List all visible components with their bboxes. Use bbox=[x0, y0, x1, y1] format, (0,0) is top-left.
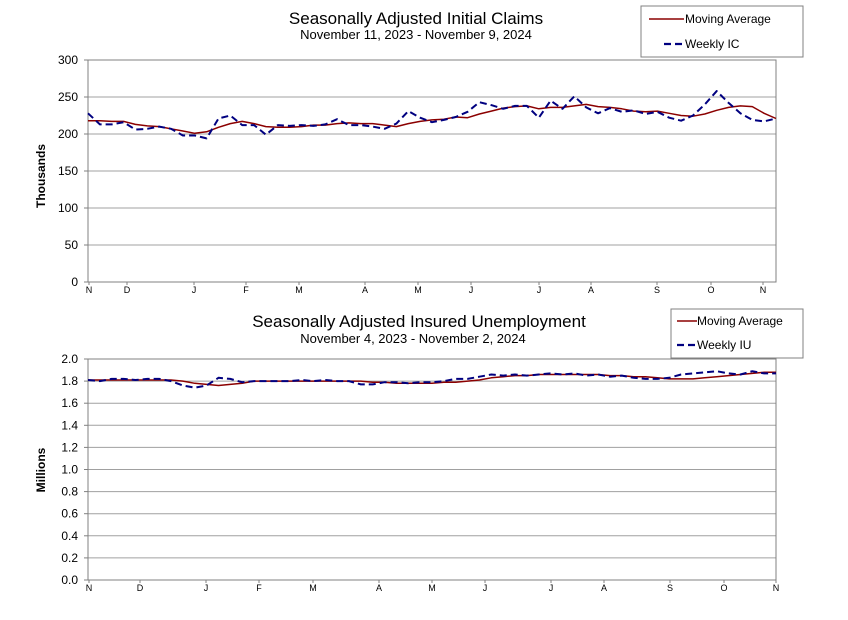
chart2-plot-frame bbox=[87, 358, 777, 581]
chart1-series bbox=[87, 90, 777, 140]
chart1-y-tick-label: 300 bbox=[58, 53, 78, 67]
chart1-x-tick-label: A bbox=[588, 285, 594, 295]
chart1-legend-label-weekly: Weekly IC bbox=[685, 37, 740, 51]
chart1-subtitle: November 11, 2023 - November 9, 2024 bbox=[300, 27, 532, 42]
chart2-subtitle: November 4, 2023 - November 2, 2024 bbox=[300, 331, 525, 346]
chart2-x-tick-label: J bbox=[549, 583, 554, 593]
chart2-y-tick-label: 0.4 bbox=[61, 529, 78, 543]
chart1-x-tick-label: M bbox=[414, 285, 422, 295]
chart1-y-tick-label: 250 bbox=[58, 90, 78, 104]
chart1-x-tick-label: D bbox=[124, 285, 131, 295]
chart2-y-tick-label: 1.8 bbox=[61, 374, 78, 388]
chart2-title: Seasonally Adjusted Insured Unemployment bbox=[252, 312, 586, 331]
chart1-gridlines bbox=[84, 59, 776, 283]
chart2-y-tick-label: 0.6 bbox=[61, 507, 78, 521]
chart1-x-tick-label: M bbox=[295, 285, 303, 295]
chart2-x-tick-label: N bbox=[86, 583, 93, 593]
chart2-x-tick-label: J bbox=[483, 583, 488, 593]
chart1-x-tick-label: N bbox=[760, 285, 767, 295]
chart2-legend-label-ma: Moving Average bbox=[697, 314, 783, 328]
chart1-title: Seasonally Adjusted Initial Claims bbox=[289, 9, 543, 28]
chart2-x-tick-label: N bbox=[773, 583, 780, 593]
chart2-x-tick-label: M bbox=[309, 583, 317, 593]
chart2-gridlines bbox=[84, 358, 776, 581]
chart2-legend: Moving Average Weekly IU bbox=[670, 308, 804, 359]
chart2-series-moving-average bbox=[88, 371, 776, 387]
chart1-y-tick-label: 200 bbox=[58, 127, 78, 141]
insured-unemployment-chart: Seasonally Adjusted Insured Unemployment… bbox=[34, 308, 804, 593]
chart1-y-ticks: 0 50 100 150 200 250 300 bbox=[58, 53, 78, 289]
chart2-y-tick-label: 1.2 bbox=[61, 440, 78, 454]
chart1-x-tick-label: A bbox=[362, 285, 368, 295]
chart1-x-tick-label: J bbox=[537, 285, 542, 295]
chart1-y-tick-label: 150 bbox=[58, 164, 78, 178]
chart1-x-tick-label: S bbox=[654, 285, 660, 295]
chart2-ylabel: Millions bbox=[34, 447, 48, 492]
chart1-x-tick-label: J bbox=[469, 285, 474, 295]
chart2-x-tick-label: O bbox=[720, 583, 727, 593]
chart1-legend-label-ma: Moving Average bbox=[685, 12, 771, 26]
chart2-series bbox=[87, 370, 776, 389]
chart2-y-tick-label: 1.4 bbox=[61, 418, 78, 432]
chart2-y-tick-label: 2.0 bbox=[61, 352, 78, 366]
chart1-x-tick-label: F bbox=[243, 285, 249, 295]
chart1-legend: Moving Average Weekly IC bbox=[640, 5, 804, 58]
chart1-y-tick-label: 100 bbox=[58, 201, 78, 215]
chart2-x-tick-label: M bbox=[428, 583, 436, 593]
chart2-x-tick-label: S bbox=[667, 583, 673, 593]
chart2-x-tick-label: J bbox=[204, 583, 209, 593]
chart1-ylabel: Thousands bbox=[34, 144, 48, 208]
chart2-y-tick-label: 0.0 bbox=[61, 573, 78, 587]
chart2-y-ticks: 0.0 0.2 0.4 0.6 0.8 1.0 1.2 1.4 1.6 1.8 2.0 bbox=[61, 352, 78, 587]
chart2-x-tick-label: A bbox=[601, 583, 607, 593]
chart1-y-tick-label: 0 bbox=[71, 275, 78, 289]
chart1-y-tick-label: 50 bbox=[65, 238, 79, 252]
chart1-x-tick-label: O bbox=[707, 285, 714, 295]
chart2-y-tick-label: 0.8 bbox=[61, 485, 78, 499]
chart1-series-moving-average bbox=[88, 103, 777, 135]
chart1-series-weekly bbox=[87, 90, 777, 140]
chart1-x-tick-label: N bbox=[86, 285, 93, 295]
chart2-x-tick-label: D bbox=[137, 583, 144, 593]
chart2-legend-label-weekly: Weekly IU bbox=[697, 338, 751, 352]
chart2-y-tick-label: 1.0 bbox=[61, 463, 78, 477]
chart1-plot-frame bbox=[87, 59, 777, 283]
initial-claims-chart: Seasonally Adjusted Initial Claims Novem… bbox=[34, 5, 804, 295]
chart2-x-tick-label: A bbox=[376, 583, 382, 593]
chart2-series-weekly bbox=[87, 370, 776, 389]
chart2-y-tick-label: 0.2 bbox=[61, 551, 78, 565]
chart1-x-tick-label: J bbox=[192, 285, 197, 295]
chart2-x-tick-label: F bbox=[256, 583, 262, 593]
chart2-y-tick-label: 1.6 bbox=[61, 396, 78, 410]
